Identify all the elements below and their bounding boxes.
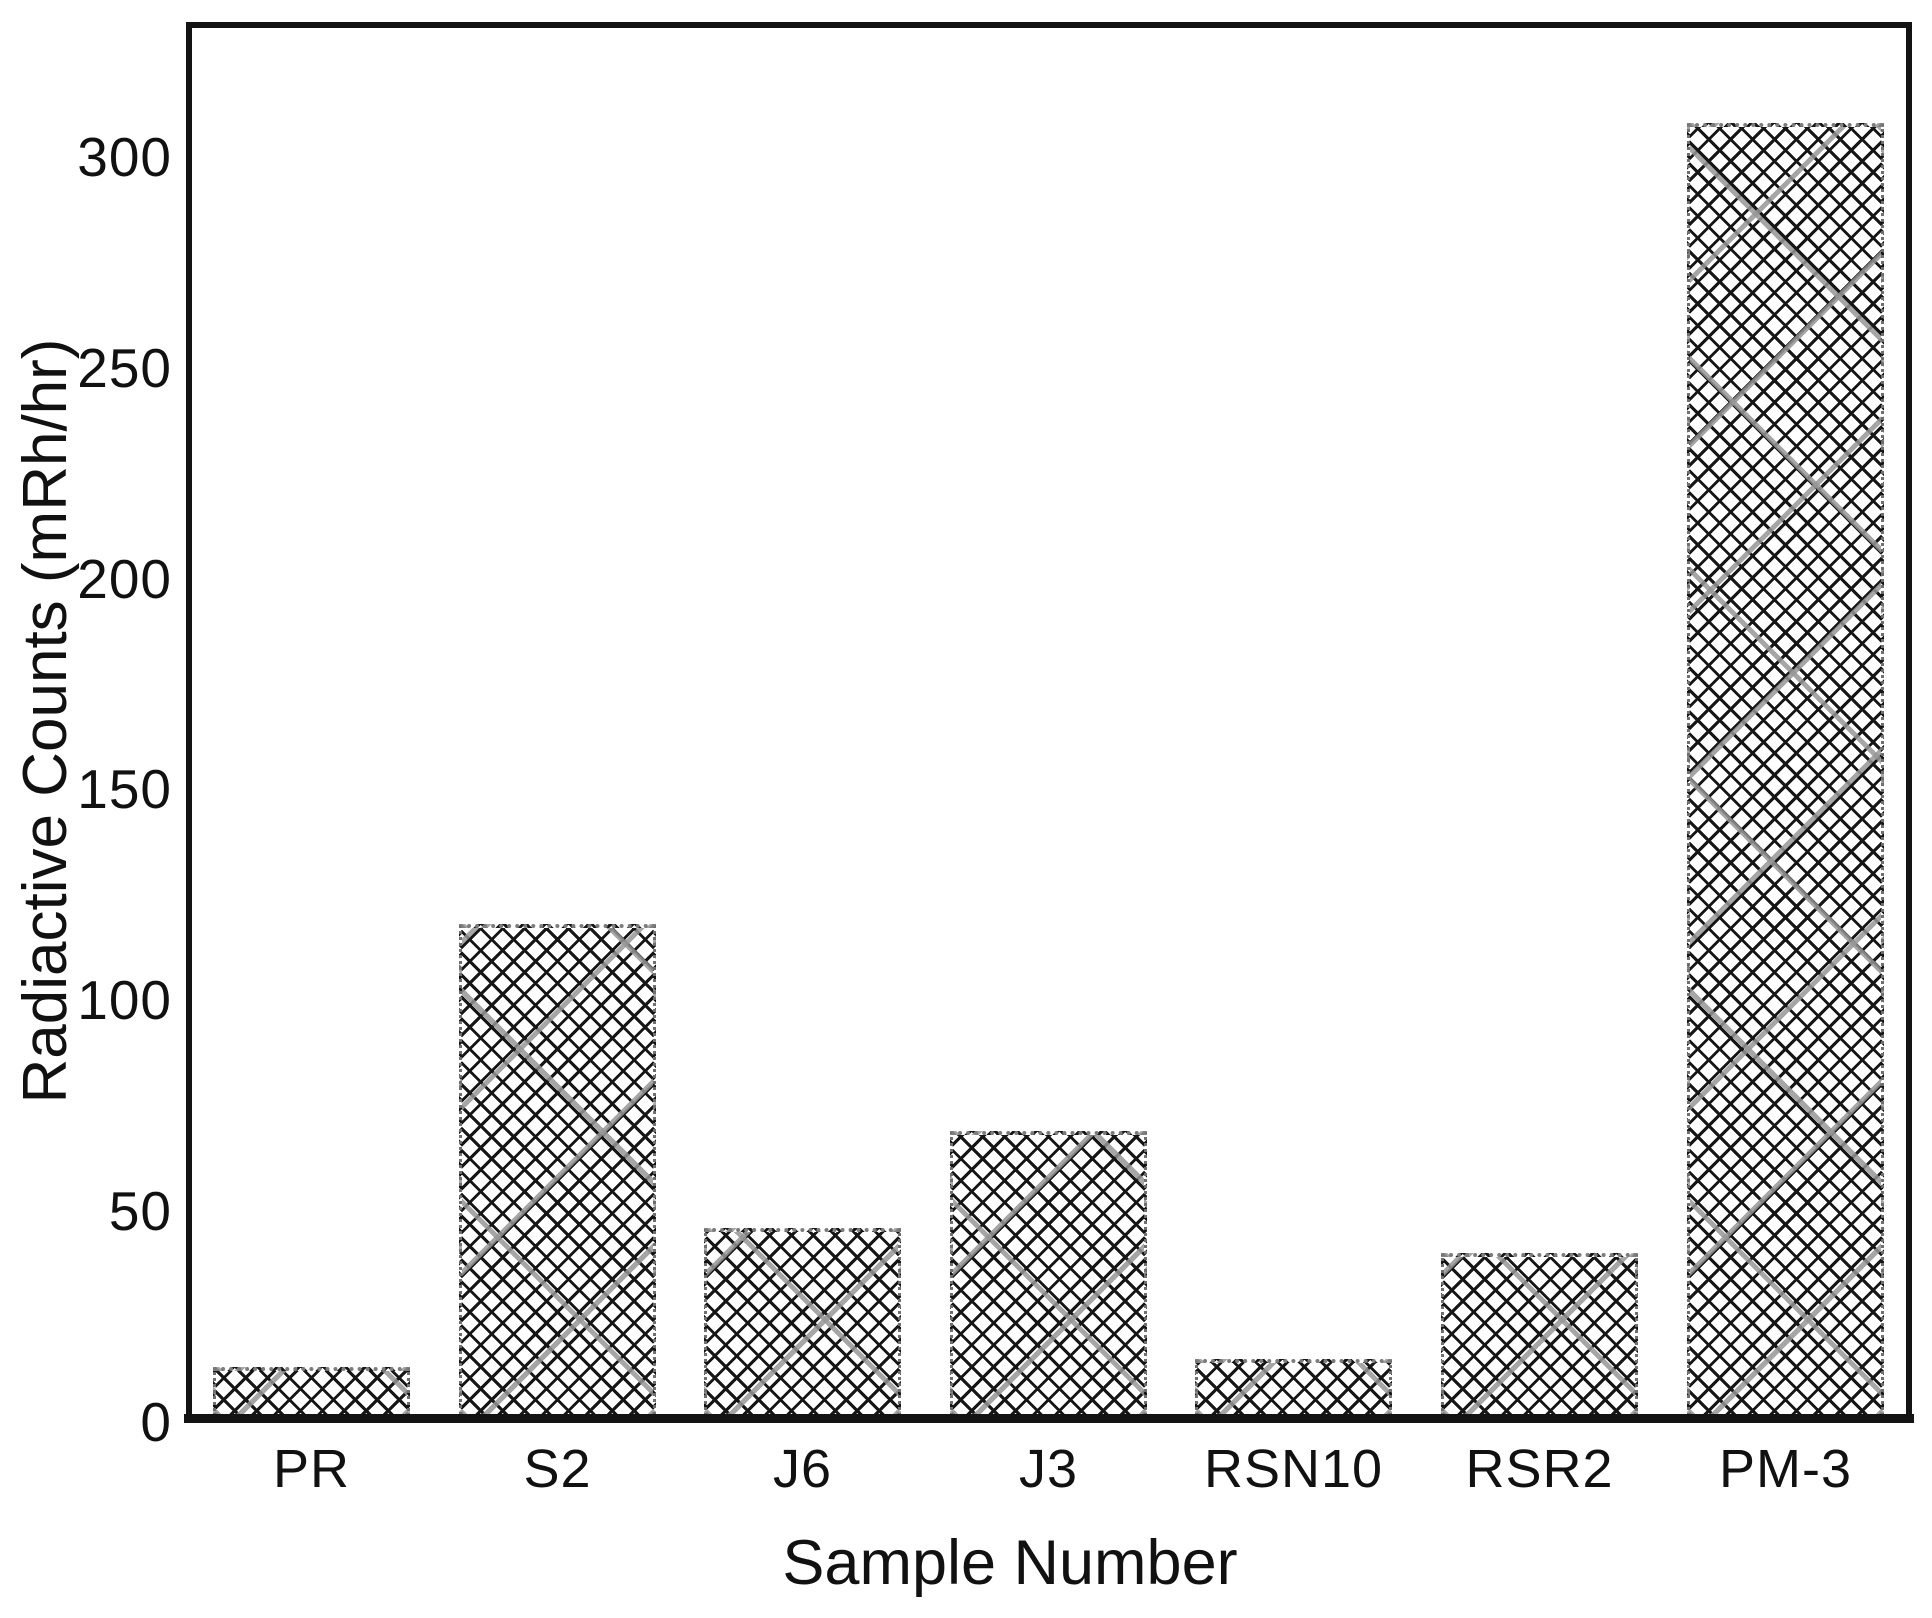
x-tick-label: RSN10 — [1203, 1439, 1384, 1499]
x-axis-line — [184, 1414, 1914, 1423]
x-tick-label: PM-3 — [1718, 1439, 1852, 1499]
plot-frame-right — [1906, 22, 1912, 1422]
y-tick-label: 250 — [77, 337, 172, 399]
bar-RSN10 — [1195, 1359, 1392, 1416]
x-tick-label: S2 — [523, 1439, 592, 1499]
bar-PR — [213, 1367, 410, 1416]
y-tick-label: 300 — [77, 126, 172, 188]
y-tick-label: 50 — [108, 1180, 172, 1242]
x-tick-label: J3 — [1018, 1439, 1079, 1499]
y-tick-label: 100 — [77, 969, 172, 1031]
x-axis-title: Sample Number — [782, 1528, 1238, 1598]
bar-PM-3 — [1687, 123, 1884, 1416]
y-axis-line — [186, 22, 192, 1422]
bar-J6 — [704, 1228, 901, 1416]
bar-RSR2 — [1441, 1253, 1638, 1416]
y-tick-label: 150 — [77, 758, 172, 820]
x-tick-label: J6 — [772, 1439, 833, 1499]
y-tick-label: 0 — [140, 1391, 172, 1453]
bar-J3 — [950, 1131, 1147, 1416]
x-tick-label: RSR2 — [1465, 1439, 1614, 1499]
plot-frame-top — [186, 22, 1912, 28]
x-tick-label: PR — [272, 1439, 350, 1499]
bar-S2 — [459, 924, 656, 1416]
y-tick-label: 200 — [77, 548, 172, 610]
